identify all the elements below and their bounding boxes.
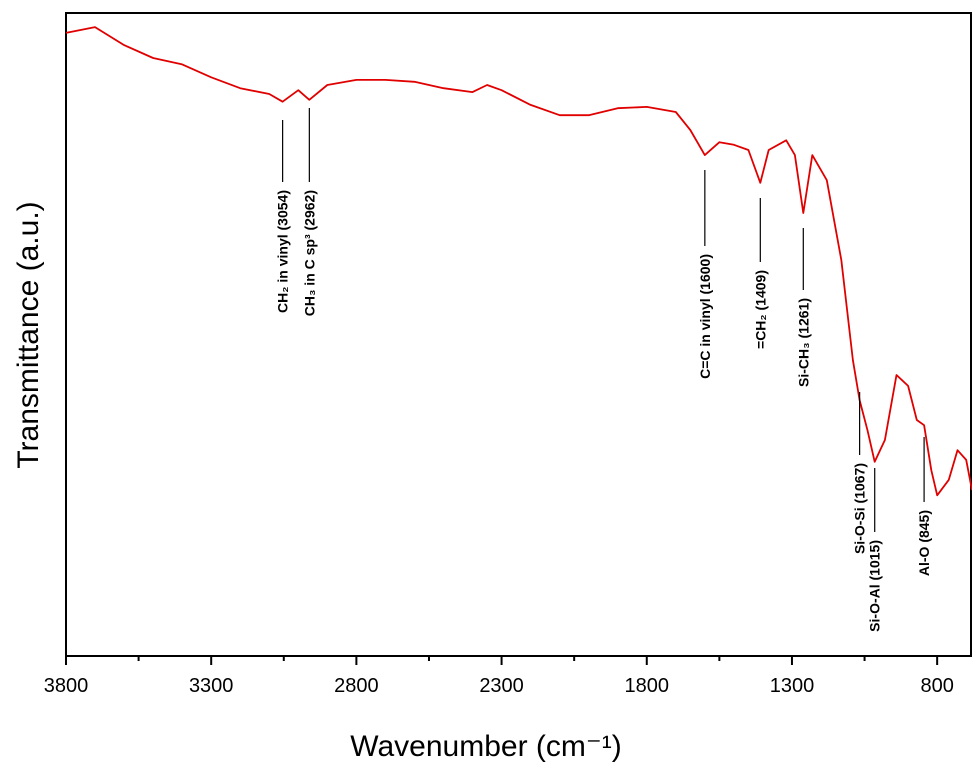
annotation-label: Si-O-Si (1067) <box>852 463 868 554</box>
y-axis-label: Transmittance (a.u.) <box>12 201 45 468</box>
x-tick-label: 2800 <box>334 675 379 697</box>
x-tick-label: 3800 <box>44 675 89 697</box>
annotation-label: C=C in vinyl (1600) <box>697 254 713 379</box>
annotation-label: =CH₂ (1409) <box>752 270 768 349</box>
annotation-label: Si-O-Al (1015) <box>867 540 883 632</box>
x-tick-label: 800 <box>920 675 953 697</box>
x-tick-label: 3300 <box>189 675 234 697</box>
x-tick-label: 2300 <box>479 675 524 697</box>
annotation-label: Al-O (845) <box>916 510 932 576</box>
annotation-label: Si-CH₃ (1261) <box>795 298 811 387</box>
x-tick-label: 1300 <box>770 675 815 697</box>
plot-frame <box>65 12 972 657</box>
x-axis-label: Wavenumber (cm⁻¹) <box>350 730 621 763</box>
annotation-label: CH₂ in vinyl (3054) <box>275 190 291 313</box>
x-tick-label: 1800 <box>625 675 670 697</box>
annotation-label: CH₃ in C sp³ (2962) <box>301 190 317 316</box>
spectrum-line <box>65 26 972 497</box>
